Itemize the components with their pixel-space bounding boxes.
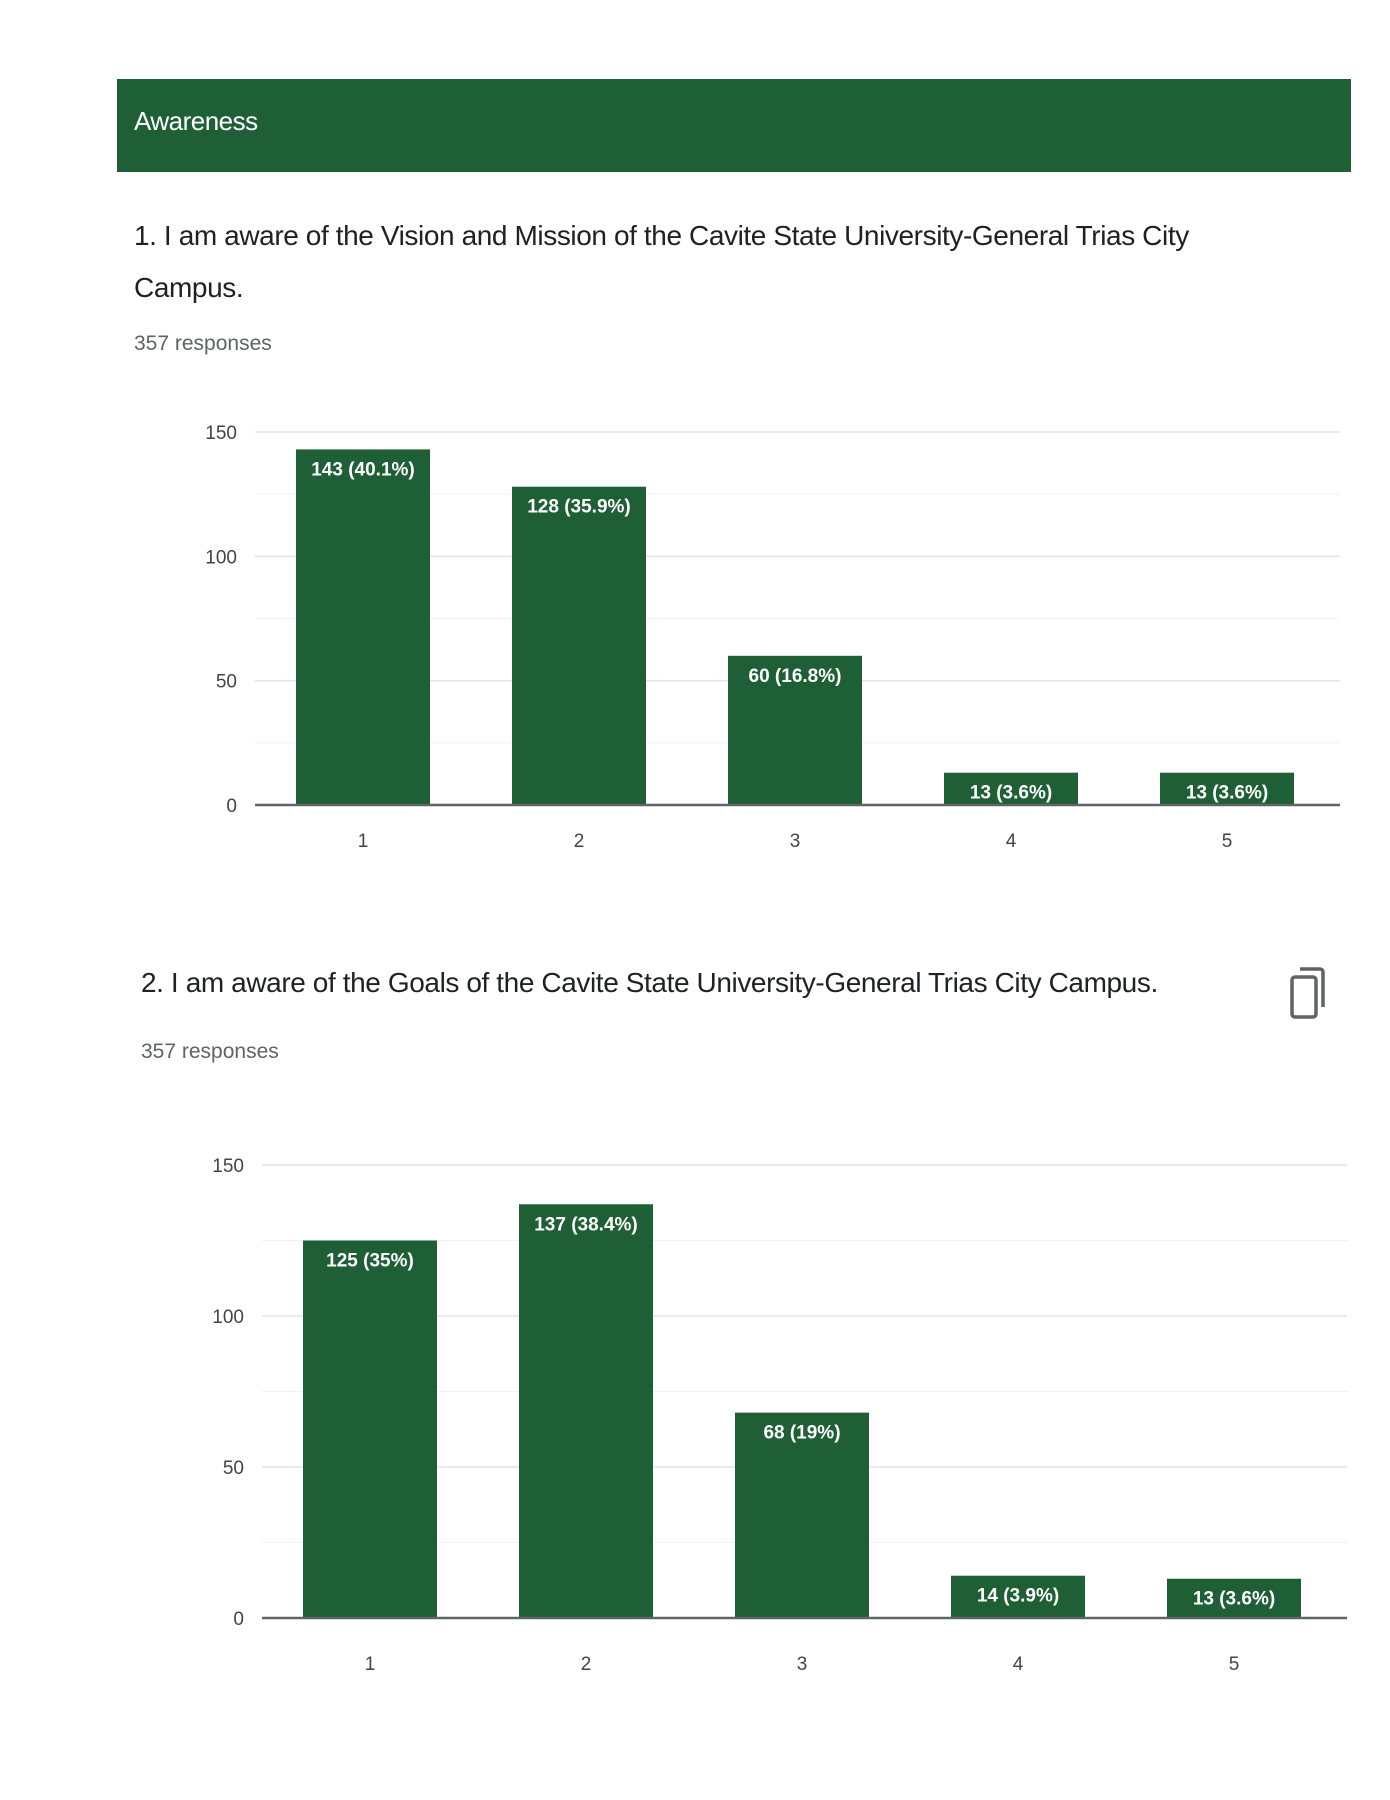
question-2-bar-chart: 0 50 100 150 125 (35%) 1 137 (38.4%) 2 68 (19%) 3… (212, 1156, 1347, 1675)
chart-1-bar (512, 486, 646, 805)
chart-2-x-tick-label: 3 (797, 1654, 808, 1675)
question-1-title: 1. I am aware of the Vision and Mission … (134, 220, 1189, 303)
chart-1-bar-data-label: 60 (16.8%) (749, 666, 842, 687)
question-1-response-count: 357 responses (134, 332, 272, 355)
chart-2-x-tick-label: 4 (1013, 1654, 1024, 1675)
copy-icon[interactable] (1288, 963, 1328, 1023)
chart-1-bar-data-label: 13 (3.6%) (1186, 783, 1268, 804)
chart-1-bar-data-label: 143 (40.1%) (311, 459, 415, 480)
chart-2-x-tick-label: 5 (1229, 1654, 1240, 1675)
question-2-response-count: 357 responses (141, 1040, 279, 1063)
chart-1-x-tick-label: 2 (574, 831, 585, 852)
chart-2-bar-data-label: 137 (38.4%) (534, 1214, 638, 1235)
chart-2-bar-data-label: 68 (19%) (763, 1423, 840, 1444)
chart-1-x-tick-label: 1 (358, 831, 369, 852)
question-2-title: 2. I am aware of the Goals of the Cavite… (141, 967, 1158, 998)
chart-1-x-tick-label: 3 (790, 831, 801, 852)
section-header: Awareness (117, 79, 1351, 172)
chart-1-bar (944, 772, 1078, 805)
chart-2-x-tick-label: 1 (365, 1654, 376, 1675)
chart-1-y-tick-label: 150 (205, 423, 237, 444)
chart-2-bar (951, 1575, 1085, 1618)
chart-2-bar-data-label: 14 (3.9%) (977, 1586, 1059, 1607)
chart-1-y-tick-label: 100 (205, 547, 237, 568)
chart-1-bar (728, 655, 862, 805)
chart-1-bar-data-label: 128 (35.9%) (527, 497, 631, 518)
chart-2-y-tick-label: 150 (212, 1156, 244, 1177)
chart-1-x-tick-label: 4 (1006, 831, 1017, 852)
chart-1-bar (296, 449, 430, 805)
question-1-bar-chart: 0 50 100 150 143 (40.1%) 1 128 (35.9%) 2 60 (16.… (205, 423, 1340, 852)
chart-1-y-tick-label: 0 (226, 796, 237, 817)
chart-1-x-tick-label: 5 (1222, 831, 1233, 852)
chart-2-bar-data-label: 13 (3.6%) (1193, 1589, 1275, 1610)
chart-2-bar (735, 1412, 869, 1618)
section-title: Awareness (134, 106, 258, 136)
chart-2-bar (303, 1240, 437, 1618)
chart-2-bar (1167, 1578, 1301, 1618)
chart-1-bar-data-label: 13 (3.6%) (970, 783, 1052, 804)
chart-2-bar-data-label: 125 (35%) (326, 1251, 414, 1272)
chart-1-y-tick-label: 50 (216, 672, 237, 693)
chart-2-bar (519, 1204, 653, 1618)
chart-2-y-tick-label: 0 (233, 1609, 244, 1630)
chart-2-y-tick-label: 100 (212, 1307, 244, 1328)
chart-2-y-tick-label: 50 (223, 1458, 244, 1479)
chart-1-bar (1160, 772, 1294, 805)
chart-2-x-tick-label: 2 (581, 1654, 592, 1675)
